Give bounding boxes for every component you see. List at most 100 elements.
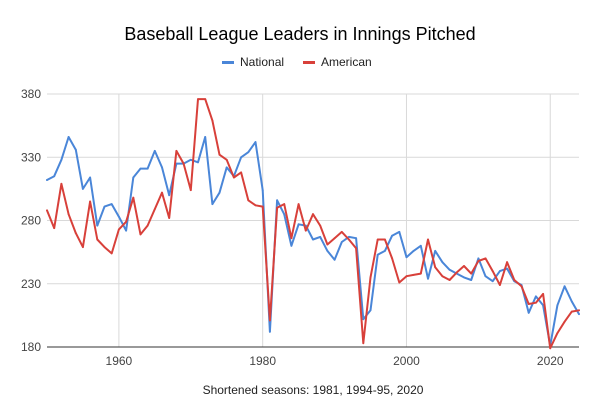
data-point [225,158,228,161]
data-point [297,223,300,226]
series-american [46,98,580,350]
data-point [60,158,63,161]
data-point [67,213,70,216]
data-point [211,203,214,206]
data-point [463,276,465,279]
data-point [556,332,559,334]
data-point [419,272,422,275]
data-point [319,224,322,227]
data-point [520,285,523,288]
data-point [168,194,171,197]
data-point [153,208,156,211]
data-point [412,274,415,276]
data-point [340,241,343,243]
data-point [168,217,171,219]
data-point [326,243,329,246]
data-point [82,188,84,190]
data-point [218,153,221,156]
data-point [506,261,508,264]
y-tick-label: 280 [21,214,41,228]
data-point [384,250,386,252]
data-point [455,271,458,274]
data-point [570,300,573,303]
data-point [103,205,106,208]
data-point [110,203,113,206]
data-point [110,252,113,255]
y-tick-label: 230 [21,277,41,291]
data-point [362,318,365,321]
data-point [499,270,501,272]
data-point [441,261,444,264]
legend-swatch-american [303,61,315,64]
data-point [348,238,350,241]
data-point [211,119,214,122]
data-point [362,342,365,345]
chart-title: Baseball League Leaders in Innings Pitch… [124,24,475,44]
data-point [96,238,99,241]
data-point [103,246,106,249]
data-point [67,136,70,138]
data-point [254,204,257,207]
data-point [89,176,91,179]
data-point [132,176,135,179]
data-point [146,224,149,227]
data-point [74,148,77,151]
data-point [269,330,271,333]
data-point [53,227,56,230]
data-point [139,167,142,170]
data-point [53,175,56,178]
data-point [470,279,473,281]
data-point [549,347,552,350]
data-point [448,279,451,281]
data-point [261,205,264,208]
data-point [125,220,127,223]
data-point [254,141,257,144]
data-point [46,209,48,212]
data-point [491,280,494,283]
data-point [333,237,336,240]
legend-swatch-national [222,61,234,64]
data-point [427,238,429,241]
data-point [434,266,437,269]
data-point [513,279,516,281]
data-point [578,313,580,315]
y-tick-label: 180 [21,340,41,354]
data-point [247,199,250,202]
data-point [484,275,487,278]
data-point [441,275,444,278]
data-point [556,304,559,307]
data-point [304,229,307,232]
data-point [355,247,357,250]
data-point [376,238,379,241]
data-point [412,250,415,252]
legend-label-national: National [240,55,284,69]
data-point [419,244,422,247]
data-point [448,268,451,271]
data-point [506,267,508,270]
data-point [125,229,127,232]
data-point [233,176,235,179]
data-point [118,215,120,218]
data-point [405,256,408,259]
data-point [182,162,185,165]
data-point [369,276,372,279]
data-point [269,319,271,322]
data-point [563,320,566,323]
data-point [89,200,91,203]
data-point [326,250,329,252]
data-point [391,234,393,237]
data-point [319,236,322,238]
data-point [463,265,465,267]
series-line-national [46,136,580,347]
data-point [527,303,530,305]
data-point [427,277,429,280]
data-point [276,199,278,202]
data-point [535,301,537,304]
data-point [477,257,480,260]
data-point [290,244,293,247]
data-point [405,275,408,278]
y-tick-label: 380 [21,87,41,101]
data-point [542,293,544,295]
data-point [355,237,357,240]
